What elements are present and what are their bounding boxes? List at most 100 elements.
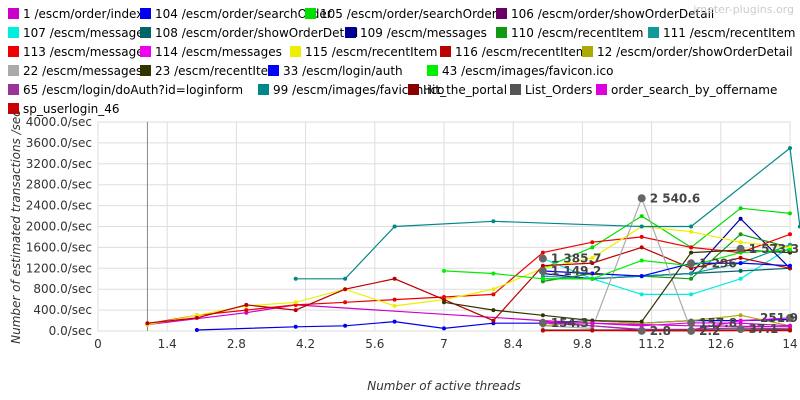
legend-label: 109 /escm/messages xyxy=(360,26,487,40)
data-point xyxy=(689,271,694,276)
data-point xyxy=(738,255,743,260)
data-point xyxy=(194,315,199,320)
y-tick-label: 0.0/sec xyxy=(49,324,92,338)
data-point xyxy=(738,240,743,245)
data-point xyxy=(491,271,496,276)
legend-swatch xyxy=(268,65,279,76)
legend-item: 113 /escm/messages xyxy=(8,45,150,59)
legend-swatch xyxy=(427,65,438,76)
legend-item: 110 /escm/recentItem xyxy=(496,26,643,40)
legend-label: 108 /escm/order/showOrderDetail xyxy=(155,26,358,40)
y-axis: 0.0/sec 400.0/sec 800.0/sec 1200.0/sec 1600.… xyxy=(26,115,92,338)
legend-swatch xyxy=(8,103,19,114)
x-axis-label: Number of active threads xyxy=(367,379,521,393)
data-point xyxy=(540,313,545,318)
data-point xyxy=(738,313,743,318)
legend-label: 111 /escm/recentItem xyxy=(663,26,795,40)
data-point xyxy=(788,323,792,328)
annotation-marker xyxy=(538,266,547,275)
y-tick-label: 1200.0/sec xyxy=(26,261,92,275)
x-tick-label: 7 xyxy=(440,337,448,351)
data-label: 2.8 xyxy=(650,324,671,338)
data-point xyxy=(738,232,743,237)
legend-label: 114 /escm/messages xyxy=(155,45,282,59)
legend-swatch xyxy=(8,8,19,19)
data-point xyxy=(639,224,644,229)
legend-swatch xyxy=(8,27,19,38)
legend-label: 105 /escm/order/searchOrder xyxy=(320,7,497,21)
data-point xyxy=(590,261,595,266)
data-point xyxy=(491,318,496,323)
data-point xyxy=(689,229,694,234)
data-point xyxy=(293,300,298,305)
data-point xyxy=(491,308,496,313)
data-point xyxy=(392,224,397,229)
x-tick-label: 4.2 xyxy=(296,337,315,351)
y-tick-label: 2800.0/sec xyxy=(26,178,92,192)
data-point xyxy=(442,268,446,273)
legend-label: sp_userlogin_46 xyxy=(23,102,120,116)
legend-item: 114 /escm/messages xyxy=(140,45,282,59)
legend-swatch xyxy=(258,84,269,95)
legend-label: 113 /escm/messages xyxy=(23,45,150,59)
series-line xyxy=(542,322,791,330)
legend-swatch xyxy=(140,27,151,38)
data-point xyxy=(145,321,150,326)
series-line xyxy=(443,249,791,323)
data-point xyxy=(343,287,348,292)
series-line xyxy=(196,318,791,331)
legend-swatch xyxy=(596,84,607,95)
annotation-marker xyxy=(687,259,696,268)
legend-swatch xyxy=(140,46,151,57)
series-line xyxy=(147,233,791,325)
annotation-marker xyxy=(786,313,794,322)
legend-label: 115 /escm/recentItem xyxy=(305,45,437,59)
legend-label: 106 /escm/order/showOrderDetail xyxy=(511,7,714,21)
data-point xyxy=(689,292,694,297)
annotation-layer: 2 540.6 1 385.7 1 296 1 573.3 1 149.2 154.3 15… xyxy=(538,191,799,338)
data-point xyxy=(540,250,545,255)
data-point xyxy=(244,308,249,313)
x-tick-label: 12.6 xyxy=(707,337,734,351)
legend-swatch xyxy=(440,46,451,57)
legend-item: 105 /escm/order/searchOrder xyxy=(305,7,497,21)
series-line xyxy=(443,249,791,280)
legend-label: Hit_the_portal xyxy=(423,83,507,97)
x-tick-label: 14 xyxy=(782,337,797,351)
legend-item: 109 /escm/messages xyxy=(345,26,487,40)
data-point xyxy=(639,258,644,263)
legend-item: order_search_by_offername xyxy=(596,83,777,97)
y-tick-label: 3600.0/sec xyxy=(26,136,92,150)
data-point xyxy=(293,276,298,281)
series-line xyxy=(542,322,791,327)
x-tick-label: 11.2 xyxy=(638,337,665,351)
x-axis: 0 1.4 2.8 4.2 5.6 7 8.4 9.8 11.2 12.6 14 xyxy=(94,337,797,351)
data-point xyxy=(689,245,694,250)
data-point xyxy=(639,274,644,279)
data-point xyxy=(244,302,249,307)
legend-item: 1 /escm/order/index xyxy=(8,7,143,21)
legend-swatch xyxy=(510,84,521,95)
data-point xyxy=(491,292,496,297)
legend-item: 111 /escm/recentItem xyxy=(648,26,795,40)
data-point xyxy=(788,232,792,237)
x-tick-label: 0 xyxy=(94,337,102,351)
data-point xyxy=(639,234,644,239)
data-point xyxy=(392,303,397,308)
series-line xyxy=(542,207,791,269)
y-tick-label: 1600.0/sec xyxy=(26,240,92,254)
legend-swatch xyxy=(496,8,507,19)
x-tick-label: 5.6 xyxy=(365,337,384,351)
data-point xyxy=(343,323,348,328)
data-point xyxy=(788,328,792,333)
annotation-marker xyxy=(736,244,745,253)
legend-label: 43 /escm/images/favicon.ico xyxy=(442,64,613,78)
legend-swatch xyxy=(582,46,593,57)
legend-item: 23 /escm/recentItem xyxy=(140,64,280,78)
data-point xyxy=(343,300,348,305)
legend-item: 106 /escm/order/showOrderDetail xyxy=(496,7,714,21)
legend-item: 99 /escm/images/favicon.ico xyxy=(258,83,444,97)
legend-label: 65 /escm/login/doAuth?id=loginform xyxy=(23,83,243,97)
data-point xyxy=(590,328,595,333)
